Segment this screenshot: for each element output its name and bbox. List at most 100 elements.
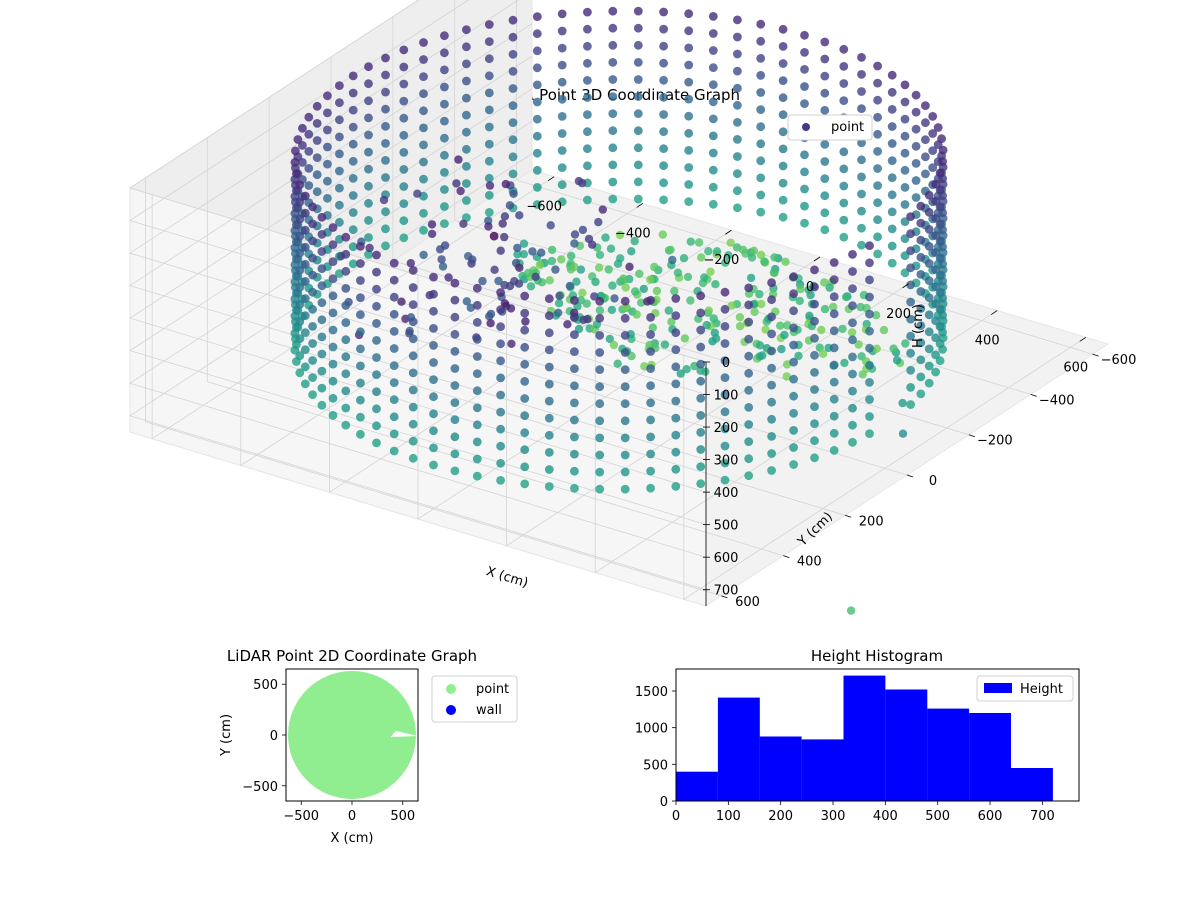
histogram-bar (802, 739, 844, 801)
data-point (440, 48, 449, 57)
data-point (646, 484, 655, 493)
data-point (800, 65, 809, 74)
data-point (706, 268, 714, 276)
data-point (800, 82, 809, 91)
data-point (847, 606, 855, 614)
data-point (619, 274, 627, 282)
data-point (671, 311, 680, 320)
data-point (318, 367, 327, 376)
data-point (390, 361, 399, 370)
data-point (830, 361, 839, 370)
data-point (440, 202, 449, 211)
data-point (916, 287, 925, 296)
data-point (710, 314, 718, 322)
data-point (709, 183, 718, 192)
data-point (451, 398, 460, 407)
data-point (399, 80, 408, 89)
data-point (301, 328, 310, 337)
data-point (848, 404, 857, 413)
data-point (578, 289, 586, 297)
data-point (931, 368, 940, 377)
data-point (356, 345, 365, 354)
data-point (744, 420, 753, 429)
data-point (671, 397, 680, 406)
data-point (595, 348, 604, 357)
data-point (696, 394, 705, 403)
data-point (335, 184, 344, 193)
data-point (298, 124, 307, 133)
data-point (409, 300, 418, 309)
data-point (335, 167, 344, 176)
data-point (640, 285, 648, 293)
data-point (318, 350, 327, 359)
data-point (705, 306, 713, 314)
data-point (318, 298, 327, 307)
data-point (381, 207, 390, 216)
data-point (349, 208, 358, 217)
data-point (925, 379, 934, 388)
data-point (671, 414, 680, 423)
data-point (473, 472, 482, 481)
data-point (462, 60, 471, 69)
data-point (349, 106, 358, 115)
data-point (631, 287, 639, 295)
y-tick-label: 600 (735, 595, 760, 610)
data-point (614, 360, 622, 368)
data-point (634, 178, 643, 187)
data-point (595, 468, 604, 477)
data-point (857, 70, 866, 79)
data-point (758, 351, 766, 359)
data-point (485, 191, 494, 200)
data-point (817, 326, 825, 334)
data-point (721, 339, 730, 348)
data-point (381, 241, 390, 250)
data-point (888, 225, 897, 234)
data-point (462, 25, 471, 34)
data-point (925, 327, 934, 336)
data-point (810, 436, 819, 445)
data-point (533, 149, 542, 158)
data-point (906, 212, 915, 221)
data-point (865, 327, 874, 336)
data-point (301, 277, 310, 286)
data-point (571, 230, 579, 238)
data-point (608, 24, 617, 33)
data-point (901, 132, 910, 141)
data-point (528, 247, 536, 255)
data-point (356, 293, 365, 302)
data-point (527, 282, 535, 290)
data-point (756, 20, 765, 29)
data-point (451, 296, 460, 305)
data-point (341, 421, 350, 430)
data-point (473, 335, 482, 344)
data-point (365, 244, 373, 252)
data-point (409, 334, 418, 343)
data-point (931, 333, 940, 342)
data-point (390, 310, 399, 319)
data-point (931, 265, 940, 274)
data-point (459, 220, 467, 228)
data-point (537, 249, 545, 257)
data-point (789, 324, 798, 333)
data-point (390, 430, 399, 439)
data-point (318, 230, 327, 239)
data-point (659, 161, 668, 170)
data-point (721, 322, 730, 331)
legend-2d-point-label: point (476, 682, 509, 697)
data-point (848, 335, 857, 344)
data-point (323, 126, 332, 135)
data-point (329, 291, 338, 300)
data-point (857, 104, 866, 113)
data-point (409, 266, 418, 275)
data-point (372, 370, 381, 379)
data-point (462, 128, 471, 137)
data-point (901, 98, 910, 107)
data-point (733, 101, 742, 110)
data-point (545, 311, 554, 320)
data-point (888, 242, 897, 251)
data-point (671, 294, 680, 303)
data-point (733, 169, 742, 178)
data-point (381, 139, 390, 148)
data-point (800, 99, 809, 108)
x-tick-label: 300 (821, 809, 846, 824)
